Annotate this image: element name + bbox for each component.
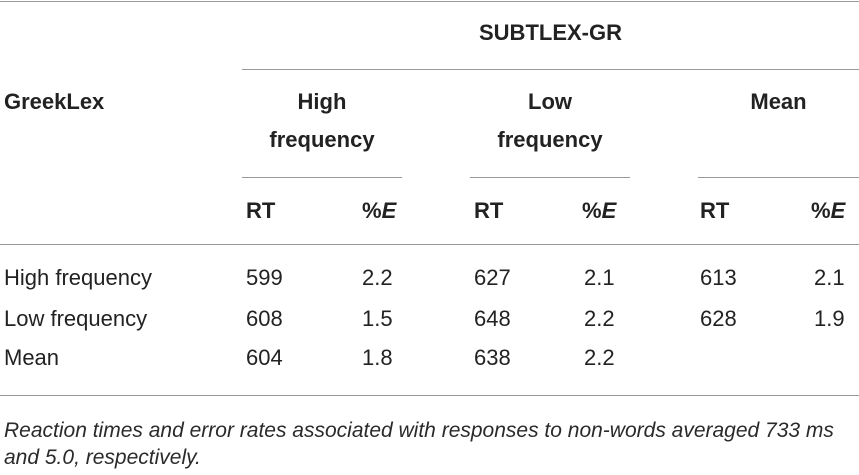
row-label-mean: Mean: [4, 345, 60, 370]
table-footnote: Reaction times and error rates associate…: [4, 419, 834, 469]
table-cell: 1.5: [362, 306, 393, 331]
row-label-high-frequency: High frequency: [4, 265, 152, 290]
subheader-error-symbol: E: [381, 198, 397, 223]
table-bottom-rule: [0, 395, 859, 396]
table-cell: 2.2: [362, 265, 393, 290]
group-high-frequency-line2: frequency: [269, 127, 375, 152]
subheader-error: %E: [582, 198, 616, 224]
subheader-error-prefix: %: [582, 198, 602, 223]
table-cell: 2.2: [584, 306, 615, 331]
table-cell: 1.8: [362, 345, 393, 370]
table-cell: 613: [700, 265, 737, 290]
low-frequency-underline: [470, 177, 630, 178]
subheader-error-symbol: E: [830, 198, 846, 223]
row-label-low-frequency: Low frequency: [4, 306, 148, 331]
subheader-rt: RT: [700, 198, 730, 223]
row-header-title: GreekLex: [4, 89, 105, 114]
subheader-rt: RT: [246, 198, 276, 223]
table-cell: 1.9: [814, 306, 845, 331]
table-top-rule: [0, 1, 859, 2]
column-group-title: SUBTLEX-GR: [479, 20, 622, 45]
high-frequency-underline: [242, 177, 402, 178]
table-cell: 638: [474, 345, 511, 370]
group-mean-label: Mean: [750, 89, 807, 114]
table-cell: 2.2: [584, 345, 615, 370]
subheader-error: %E: [362, 198, 396, 224]
table-cell: 608: [246, 306, 283, 331]
table-cell: 648: [474, 306, 511, 331]
subheader-error-symbol: E: [601, 198, 617, 223]
table-cell: 627: [474, 265, 511, 290]
table-cell: 604: [246, 345, 283, 370]
mean-underline: [698, 177, 859, 178]
group-high-frequency-line1: High: [297, 89, 347, 114]
table-cell: 599: [246, 265, 283, 290]
subheader-error: %E: [811, 198, 845, 224]
subheader-error-prefix: %: [811, 198, 831, 223]
group-header-rule: [242, 69, 859, 70]
header-bottom-rule: [0, 244, 859, 245]
table-cell: 2.1: [814, 265, 845, 290]
group-low-frequency-line1: Low: [528, 89, 572, 114]
group-low-frequency-line2: frequency: [497, 127, 603, 152]
table-cell: 628: [700, 306, 737, 331]
subheader-rt: RT: [474, 198, 504, 223]
table-cell: 2.1: [584, 265, 615, 290]
subheader-error-prefix: %: [362, 198, 382, 223]
